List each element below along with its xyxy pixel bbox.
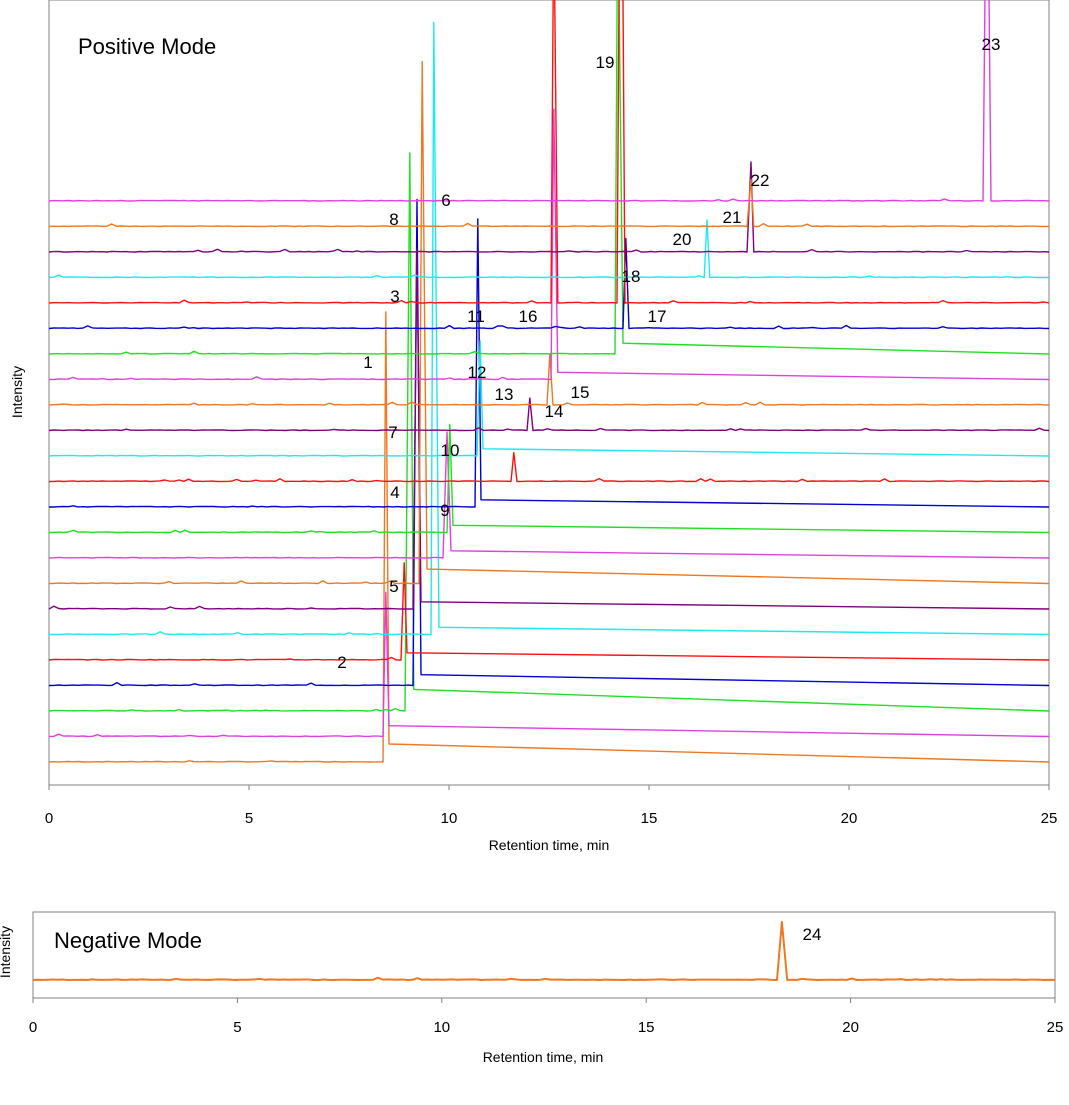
positive-mode-trace-15	[48, 353, 1050, 406]
positive-mode-trace-7	[48, 248, 1050, 610]
positive-mode-peak-label-14: 14	[545, 402, 564, 421]
positive-mode-peak-label-19: 19	[596, 53, 615, 72]
positive-mode-peak-label-16: 16	[519, 307, 538, 326]
positive-mode-peak-label-11: 11	[467, 307, 485, 326]
negative-mode-traces	[32, 921, 1056, 981]
positive-mode-trace-13	[48, 340, 1050, 457]
positive-mode-peak-label-8: 8	[389, 210, 398, 229]
positive-mode-peak-label-13: 13	[495, 385, 514, 404]
negative-mode-x-tick-label: 10	[433, 1019, 450, 1036]
negative-mode-annotations: 24	[803, 925, 822, 944]
negative-mode-ylabel: Intensity	[0, 926, 13, 978]
positive-mode-x-tick-label: 25	[1041, 810, 1058, 827]
positive-mode-trace-20	[48, 219, 1050, 279]
positive-mode-peak-label-20: 20	[673, 230, 692, 249]
positive-mode-peak-label-17: 17	[648, 307, 667, 326]
positive-mode-trace-21	[48, 161, 1050, 253]
positive-mode-trace-6	[49, 21, 1050, 636]
positive-mode-trace-14	[48, 397, 1050, 432]
negative-mode-title: Negative Mode	[54, 928, 202, 953]
positive-mode-trace-11	[49, 218, 1050, 508]
positive-mode-x-axis: 0 5 10 15 20 25	[45, 785, 1058, 827]
positive-mode-peak-label-6: 6	[441, 191, 450, 210]
positive-mode-title: Positive Mode	[78, 34, 216, 59]
positive-mode-trace-4	[48, 198, 1050, 687]
positive-mode-trace-22	[48, 179, 1050, 228]
positive-mode-peak-label-1: 1	[363, 353, 372, 372]
positive-mode-trace-1	[48, 311, 1050, 763]
positive-mode-peak-label-18: 18	[622, 267, 641, 286]
positive-mode-x-tick-label: 20	[841, 810, 858, 827]
positive-mode-peak-label-3: 3	[390, 287, 399, 306]
positive-mode-peak-label-7: 7	[388, 423, 397, 442]
positive-mode-x-tick-label: 10	[441, 810, 458, 827]
negative-mode-x-tick-label: 5	[233, 1019, 241, 1036]
positive-mode-x-tick-label: 5	[245, 810, 253, 827]
positive-mode-peak-label-15: 15	[571, 383, 590, 402]
positive-mode-traces	[48, 0, 1050, 763]
positive-mode-peak-label-2: 2	[337, 653, 346, 672]
positive-mode-ylabel: Intensity	[9, 366, 25, 418]
positive-mode-peak-label-23: 23	[982, 35, 1001, 54]
positive-mode-trace-8	[48, 60, 1050, 585]
positive-mode-x-tick-label: 15	[641, 810, 658, 827]
positive-mode-trace-19	[48, 0, 1050, 304]
positive-mode-peak-label-22: 22	[751, 171, 770, 190]
positive-mode-trace-9	[48, 431, 1050, 559]
positive-mode-trace-17	[48, 0, 1050, 355]
positive-mode-peak-label-21: 21	[723, 208, 742, 227]
positive-mode-trace-18	[48, 237, 1050, 330]
negative-mode-xlabel: Retention time, min	[483, 1049, 604, 1065]
positive-mode-trace-10	[49, 423, 1050, 534]
positive-mode-trace-2	[48, 591, 1050, 738]
positive-mode-peak-label-10: 10	[441, 441, 460, 460]
positive-mode-plot-frame	[48, 0, 1050, 786]
positive-mode-xlabel: Retention time, min	[489, 837, 610, 853]
positive-mode-peak-label-12: 12	[468, 363, 487, 382]
negative-mode-x-tick-label: 25	[1047, 1019, 1064, 1036]
positive-mode-peak-label-5: 5	[389, 577, 398, 596]
negative-mode-panel-frame	[32, 911, 1056, 999]
negative-mode-x-axis: 0 5 10 15 20 25	[29, 998, 1064, 1036]
positive-mode-trace-5	[48, 562, 1050, 661]
negative-mode-x-tick-label: 15	[638, 1019, 655, 1036]
positive-mode-trace-3	[48, 152, 1050, 712]
positive-mode-trace-23	[48, 0, 1050, 202]
negative-mode-peak-label-24: 24	[803, 925, 822, 944]
positive-mode-peak-label-9: 9	[440, 501, 449, 520]
positive-mode-peak-label-4: 4	[390, 483, 399, 502]
positive-mode-trace-12	[48, 452, 1050, 483]
negative-mode-x-tick-label: 20	[842, 1019, 859, 1036]
positive-mode-x-tick-label: 0	[45, 810, 53, 827]
positive-mode-trace-16	[48, 108, 1050, 381]
negative-mode-x-tick-label: 0	[29, 1019, 37, 1036]
negative-mode-trace-1	[32, 921, 1056, 981]
